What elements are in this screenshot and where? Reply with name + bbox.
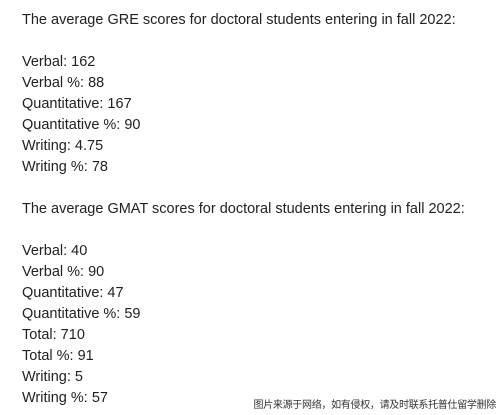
gmat-quantitative: Quantitative: 47 (22, 285, 124, 301)
gmat-total: Total: 710 (22, 327, 85, 343)
gre-verbal-percentile: Verbal %: 88 (22, 75, 105, 91)
gre-score-list: Verbal: 162 Verbal %: 88 Quantitative: 1… (22, 52, 492, 178)
gre-intro: The average GRE scores for doctoral stud… (22, 12, 456, 28)
gmat-total-percentile: Total %: 91 (22, 348, 94, 364)
gre-writing: Writing: 4.75 (22, 138, 104, 154)
gmat-verbal-percentile: Verbal %: 90 (22, 264, 105, 280)
gmat-intro: The average GMAT scores for doctoral stu… (22, 201, 465, 217)
gmat-writing: Writing: 5 (22, 369, 83, 385)
gmat-score-list: Verbal: 40 Verbal %: 90 Quantitative: 47… (22, 241, 492, 409)
document-body: The average GRE scores for doctoral stud… (22, 10, 492, 409)
gre-writing-percentile: Writing %: 78 (22, 159, 108, 175)
gre-quantitative: Quantitative: 167 (22, 96, 132, 112)
source-watermark: 图片来源于网络，如有侵权，请及时联系托普仕留学删除 (250, 399, 497, 412)
gre-verbal: Verbal: 162 (22, 54, 96, 70)
spacer (22, 220, 492, 241)
gmat-quantitative-percentile: Quantitative %: 59 (22, 306, 141, 322)
spacer (22, 178, 492, 199)
gre-quantitative-percentile: Quantitative %: 90 (22, 117, 141, 133)
gmat-writing-percentile: Writing %: 57 (22, 390, 108, 406)
spacer (22, 31, 492, 52)
gmat-verbal: Verbal: 40 (22, 243, 88, 259)
